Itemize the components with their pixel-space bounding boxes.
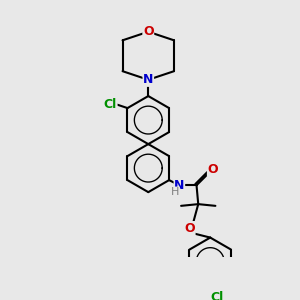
Text: N: N [174,179,184,192]
Text: O: O [143,25,154,38]
Text: O: O [184,222,195,235]
Text: Cl: Cl [211,291,224,300]
Text: O: O [208,163,218,176]
Text: Cl: Cl [104,98,117,111]
Text: H: H [171,187,179,197]
Text: N: N [143,73,154,86]
